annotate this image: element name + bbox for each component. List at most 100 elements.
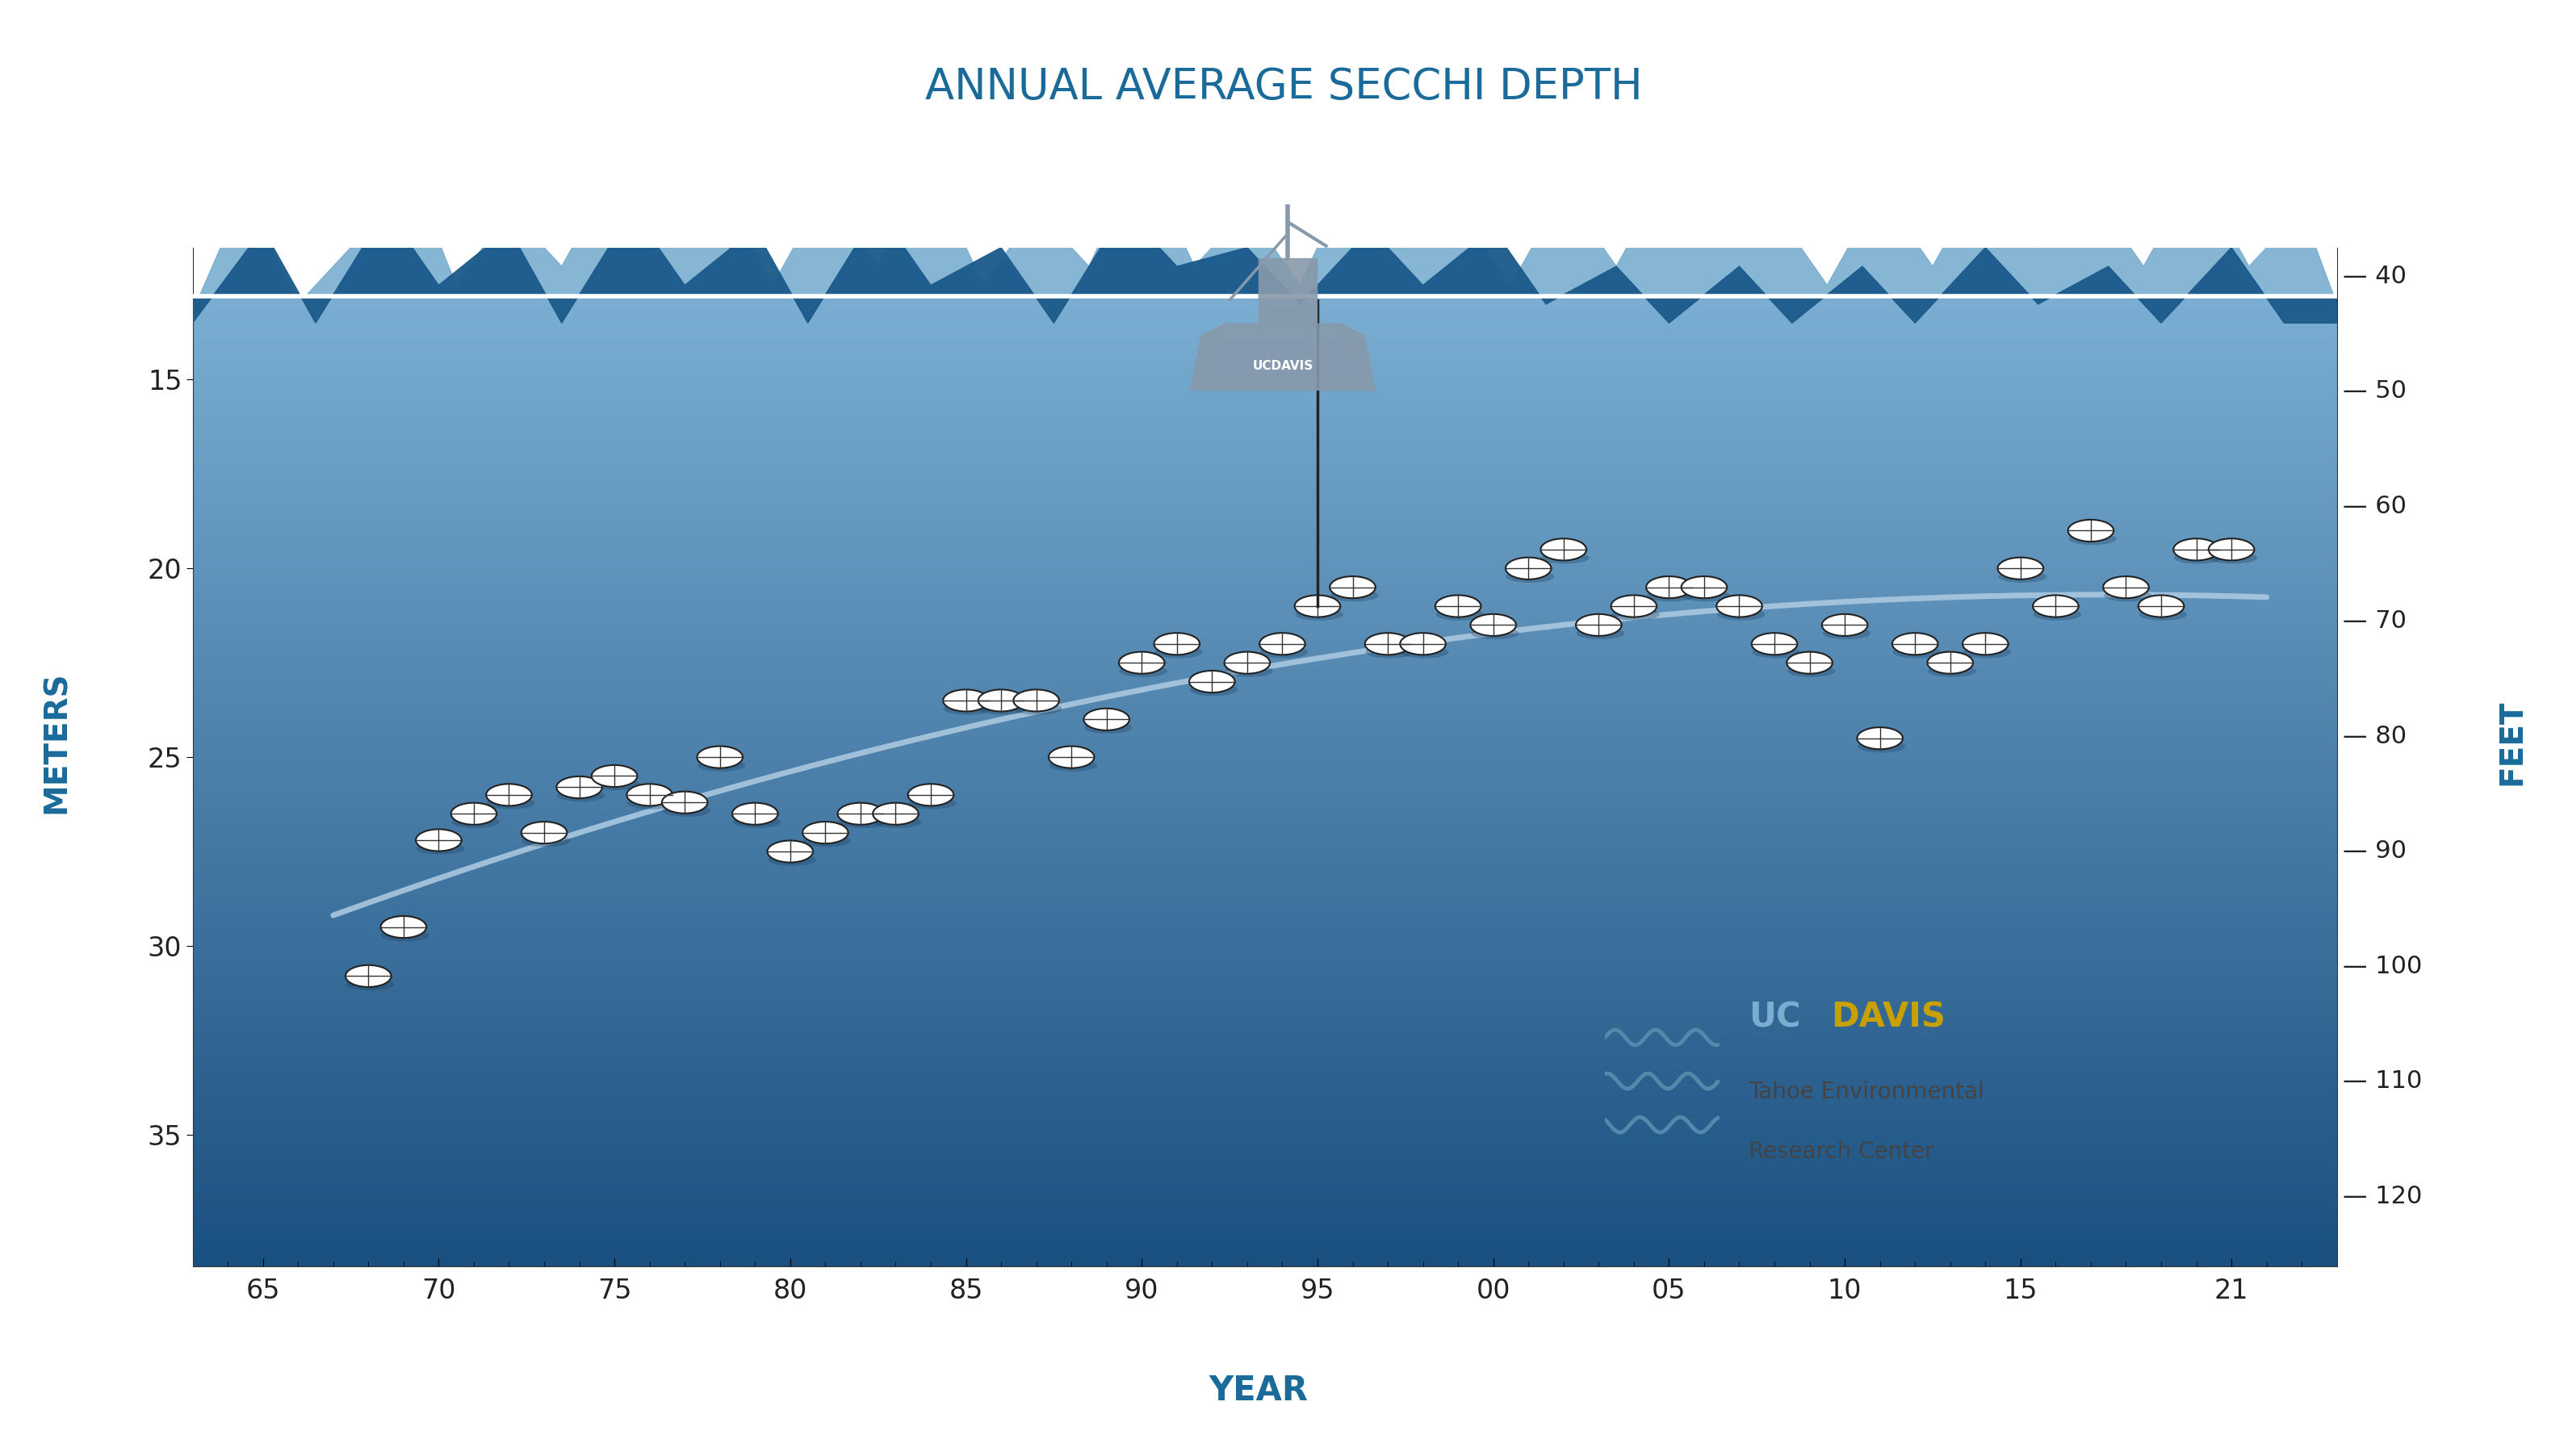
Ellipse shape [627,796,675,810]
Ellipse shape [1120,665,1168,677]
Ellipse shape [663,792,709,814]
Ellipse shape [1400,646,1448,658]
Ellipse shape [1189,684,1238,696]
Ellipse shape [837,815,886,828]
Ellipse shape [1962,646,2011,658]
Ellipse shape [909,796,955,810]
Ellipse shape [521,821,568,843]
Ellipse shape [942,703,991,715]
Ellipse shape [1929,652,1972,674]
Ellipse shape [873,802,919,824]
Ellipse shape [1893,633,1939,655]
Ellipse shape [768,840,814,862]
Ellipse shape [1787,665,1836,677]
Ellipse shape [452,802,496,824]
Ellipse shape [1821,614,1867,636]
Ellipse shape [1014,690,1058,712]
Ellipse shape [2173,539,2219,561]
Ellipse shape [1893,646,1941,658]
Ellipse shape [380,916,426,938]
Ellipse shape [1715,596,1762,617]
Ellipse shape [698,760,745,772]
Ellipse shape [2103,577,2149,598]
Ellipse shape [732,802,778,824]
Ellipse shape [1156,646,1202,658]
Ellipse shape [768,853,817,866]
Ellipse shape [1294,596,1340,617]
Ellipse shape [2139,596,2183,617]
Ellipse shape [347,965,390,987]
Ellipse shape [1366,633,1410,655]
Ellipse shape [488,796,534,810]
Ellipse shape [1646,577,1692,598]
Ellipse shape [521,834,570,847]
Ellipse shape [1857,728,1903,750]
Ellipse shape [1577,628,1626,639]
Text: DAVIS: DAVIS [1831,1000,1947,1034]
Ellipse shape [942,690,989,712]
Ellipse shape [2034,596,2078,617]
Polygon shape [1258,258,1317,323]
Ellipse shape [1330,590,1379,601]
Polygon shape [193,210,2337,323]
Ellipse shape [1225,665,1274,677]
Ellipse shape [591,764,637,786]
Ellipse shape [2067,520,2113,542]
Ellipse shape [1718,609,1764,620]
Ellipse shape [1577,614,1620,636]
Ellipse shape [1261,646,1307,658]
Ellipse shape [1436,609,1484,620]
Ellipse shape [452,815,501,828]
Ellipse shape [1823,628,1870,639]
Ellipse shape [1541,539,1587,561]
Ellipse shape [1189,671,1235,693]
Ellipse shape [593,779,639,791]
Ellipse shape [1682,590,1731,601]
Ellipse shape [2139,609,2188,620]
Ellipse shape [732,815,781,828]
Ellipse shape [1787,652,1834,674]
Ellipse shape [1505,558,1551,579]
Ellipse shape [347,978,393,990]
Ellipse shape [1929,665,1975,677]
Ellipse shape [837,802,883,824]
Ellipse shape [2208,552,2257,563]
Ellipse shape [1751,646,1800,658]
Text: Research Center: Research Center [1749,1140,1934,1163]
Ellipse shape [1682,577,1728,598]
Ellipse shape [696,745,742,769]
Text: ANNUAL AVERAGE SECCHI DEPTH: ANNUAL AVERAGE SECCHI DEPTH [924,67,1644,108]
Ellipse shape [1613,609,1659,620]
Ellipse shape [1541,552,1590,563]
Ellipse shape [804,834,850,847]
Ellipse shape [1998,558,2044,579]
Ellipse shape [873,815,922,828]
Ellipse shape [1294,609,1343,620]
Ellipse shape [1507,571,1554,582]
Ellipse shape [978,690,1025,712]
Ellipse shape [1471,614,1515,636]
Text: UC: UC [1749,1000,1800,1034]
Ellipse shape [1014,703,1063,715]
Ellipse shape [1751,633,1798,655]
Text: YEAR: YEAR [1210,1373,1307,1408]
Ellipse shape [1610,596,1656,617]
Ellipse shape [1646,590,1695,601]
Ellipse shape [1153,633,1199,655]
Text: UCDAVIS: UCDAVIS [1253,360,1312,373]
Text: METERS: METERS [41,671,72,814]
Ellipse shape [1330,577,1376,598]
Ellipse shape [627,783,673,805]
Ellipse shape [416,830,462,852]
Ellipse shape [1084,709,1130,731]
Ellipse shape [1225,652,1271,674]
Ellipse shape [1962,633,2008,655]
Ellipse shape [1084,722,1132,734]
Ellipse shape [1471,628,1520,639]
Ellipse shape [1400,633,1446,655]
Ellipse shape [1436,596,1482,617]
Ellipse shape [485,783,532,805]
Ellipse shape [380,929,429,942]
Ellipse shape [2034,609,2083,620]
Ellipse shape [663,805,711,817]
